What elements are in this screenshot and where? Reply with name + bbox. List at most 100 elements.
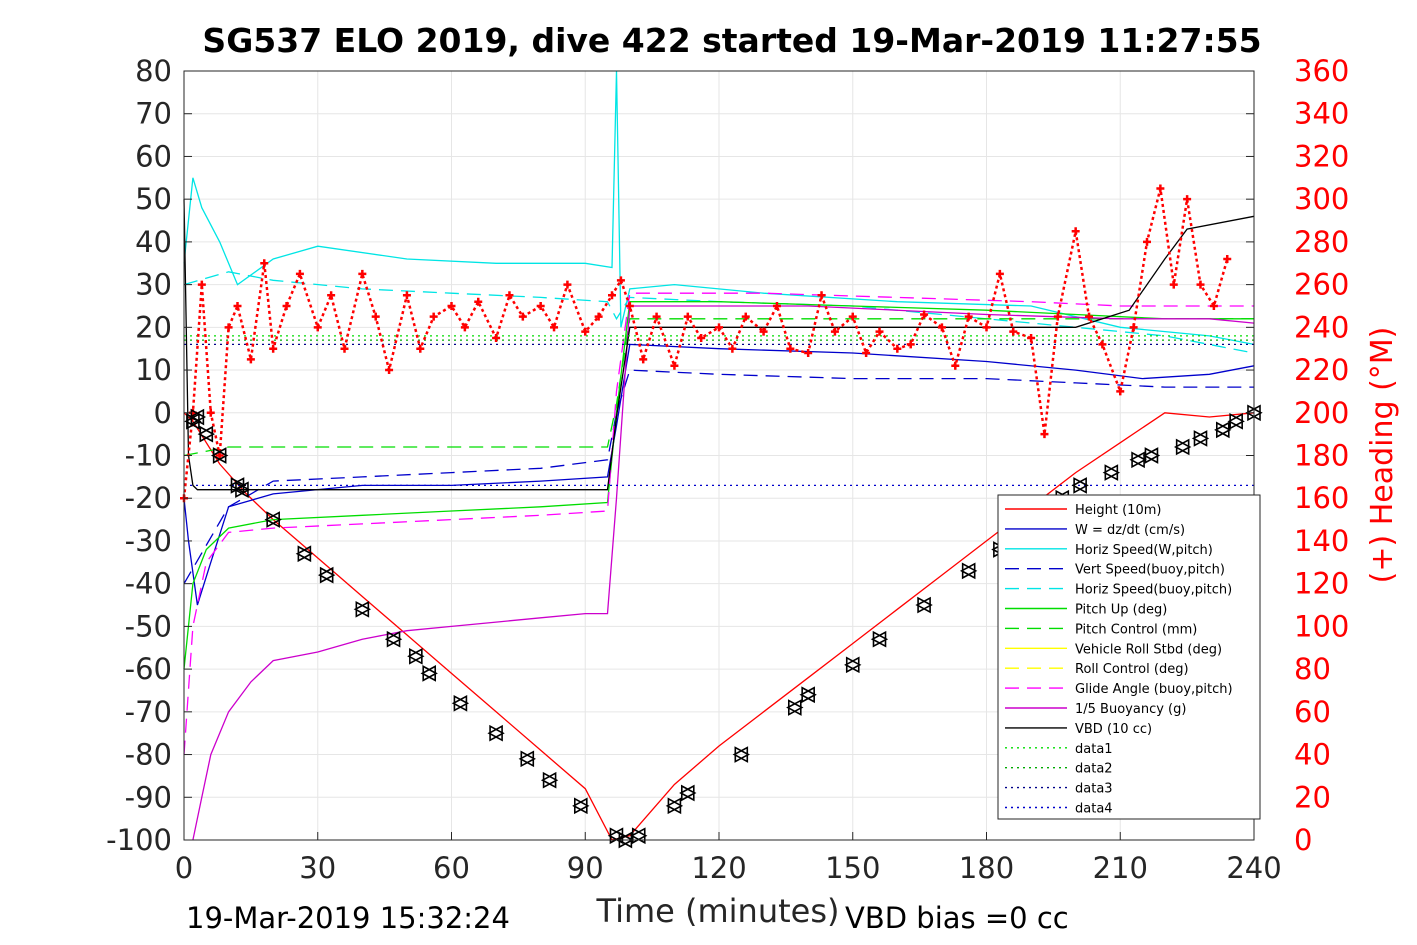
dive-marker-left-24 <box>786 699 802 716</box>
right-tick-label-17: 340 <box>1294 97 1349 131</box>
heading-point-54 <box>920 310 929 319</box>
legend-label-6: Pitch Control (mm) <box>1075 622 1197 637</box>
dive-marker-left-38 <box>1191 430 1208 447</box>
left-tick-label-17: 70 <box>135 97 172 131</box>
heading-point-16 <box>371 312 380 321</box>
left-tick-label-2: -80 <box>125 738 172 772</box>
legend-label-5: Pitch Up (deg) <box>1075 603 1167 618</box>
right-tick-label-6: 120 <box>1294 567 1349 601</box>
right-tick-label-12: 240 <box>1294 310 1349 344</box>
dive-marker-left-28 <box>915 596 931 614</box>
left-tick-label-16: 60 <box>135 139 172 173</box>
heading-point-41 <box>728 344 737 353</box>
bottom-tick-label-6: 180 <box>959 851 1014 885</box>
heading-point-10 <box>282 301 291 310</box>
left-tick-label-6: -40 <box>125 567 172 601</box>
heading-point-42 <box>741 312 750 321</box>
legend-label-11: VBD (10 cc) <box>1075 722 1152 737</box>
footer-timestamp: 19-Mar-2019 15:32:24 <box>186 901 510 935</box>
heading-point-4 <box>215 451 224 460</box>
heading-point-55 <box>937 323 946 332</box>
series-layer <box>183 70 1255 841</box>
dive-marker-left-8 <box>317 566 334 584</box>
right-tick-label-14: 280 <box>1294 225 1349 259</box>
heading-point-39 <box>697 334 706 343</box>
footer-vbd-bias: VBD bias =0 cc <box>845 901 1069 935</box>
heading-point-70 <box>1156 184 1165 193</box>
legend-label-8: Roll Control (deg) <box>1075 662 1189 677</box>
left-tick-label-4: -60 <box>125 652 172 686</box>
heading-point-34 <box>625 301 634 310</box>
heading-point-45 <box>786 344 795 353</box>
heading-point-43 <box>759 327 768 336</box>
dive-marker-left-29 <box>959 562 976 580</box>
heading-point-6 <box>233 301 242 310</box>
dive-marker-left-33 <box>1071 477 1087 494</box>
heading-point-46 <box>804 348 813 357</box>
heading-point-11 <box>295 269 304 278</box>
left-tick-label-13: 30 <box>135 268 172 302</box>
dive-marker-left-36 <box>1142 447 1159 464</box>
dive-marker-left-23 <box>732 746 749 763</box>
left-tick-label-8: -20 <box>125 481 172 515</box>
chart-title: SG537 ELO 2019, dive 422 started 19-Mar-… <box>202 21 1261 60</box>
heading-point-50 <box>862 348 871 357</box>
heading-point-18 <box>402 291 411 300</box>
heading-point-36 <box>652 312 661 321</box>
series-line-0 <box>183 412 1255 841</box>
dive-marker-left-18 <box>607 827 624 845</box>
bottom-tick-label-7: 210 <box>1093 851 1148 885</box>
dive-marker-left-3 <box>210 447 227 464</box>
bottom-tick-label-0: 0 <box>175 851 193 885</box>
right-tick-label-3: 60 <box>1294 695 1331 729</box>
right-tick-label-4: 80 <box>1294 652 1331 686</box>
dive-marker-left-13 <box>451 694 468 712</box>
heading-point-65 <box>1085 312 1094 321</box>
heading-point-68 <box>1129 323 1138 332</box>
heading-point-75 <box>1223 254 1232 263</box>
heading-point-32 <box>608 291 616 300</box>
bottom-tick-label-5: 150 <box>825 851 880 885</box>
dive-marker-left-21 <box>665 797 682 815</box>
series-line-6 <box>183 318 1254 457</box>
left-tick-label-9: -10 <box>125 439 172 473</box>
legend-label-13: data2 <box>1075 762 1113 777</box>
heading-point-35 <box>639 355 648 364</box>
heading-point-14 <box>340 344 349 353</box>
dive-marker-left-10 <box>384 630 401 648</box>
heading-point-20 <box>429 312 438 321</box>
legend-label-15: data4 <box>1075 802 1113 817</box>
legend-label-1: W = dz/dt (cm/s) <box>1075 523 1185 538</box>
heading-point-26 <box>518 312 527 321</box>
series-line-2 <box>183 70 1255 346</box>
heading-point-2 <box>197 280 206 289</box>
right-tick-label-11: 220 <box>1294 353 1349 387</box>
bottom-tick-label-1: 30 <box>299 851 336 885</box>
heading-point-30 <box>581 327 590 336</box>
heading-layer <box>180 184 1232 503</box>
heading-point-31 <box>594 312 603 321</box>
legend-label-3: Vert Speed(buoy,pitch) <box>1075 563 1225 578</box>
heading-point-44 <box>772 301 781 310</box>
left-tick-label-5: -50 <box>125 609 172 643</box>
legend-items: Height (10m) W = dz/dt (cm/s) Horiz Speed(… <box>1005 503 1233 817</box>
left-tick-label-1: -90 <box>125 780 172 814</box>
heading-point-22 <box>460 323 469 332</box>
heading-point-29 <box>563 280 572 289</box>
series-line-8 <box>192 305 1255 841</box>
right-tick-label-9: 180 <box>1294 439 1349 473</box>
dive-marker-left-11 <box>407 647 423 665</box>
dive-marker-left-17 <box>572 797 588 815</box>
legend-label-0: Height (10m) <box>1075 503 1161 518</box>
heading-point-25 <box>505 291 514 300</box>
series-line-7 <box>183 292 1254 755</box>
heading-point-51 <box>875 327 884 336</box>
legend: Height (10m) W = dz/dt (cm/s) Horiz Speed(… <box>997 494 1261 820</box>
bottom-tick-label-3: 90 <box>567 851 604 885</box>
heading-point-8 <box>260 259 269 268</box>
legend-label-4: Horiz Speed(buoy,pitch) <box>1075 583 1232 598</box>
heading-point-33 <box>616 276 625 285</box>
heading-point-64 <box>1071 227 1080 236</box>
heading-point-63 <box>1053 312 1062 321</box>
heading-point-71 <box>1169 280 1178 289</box>
